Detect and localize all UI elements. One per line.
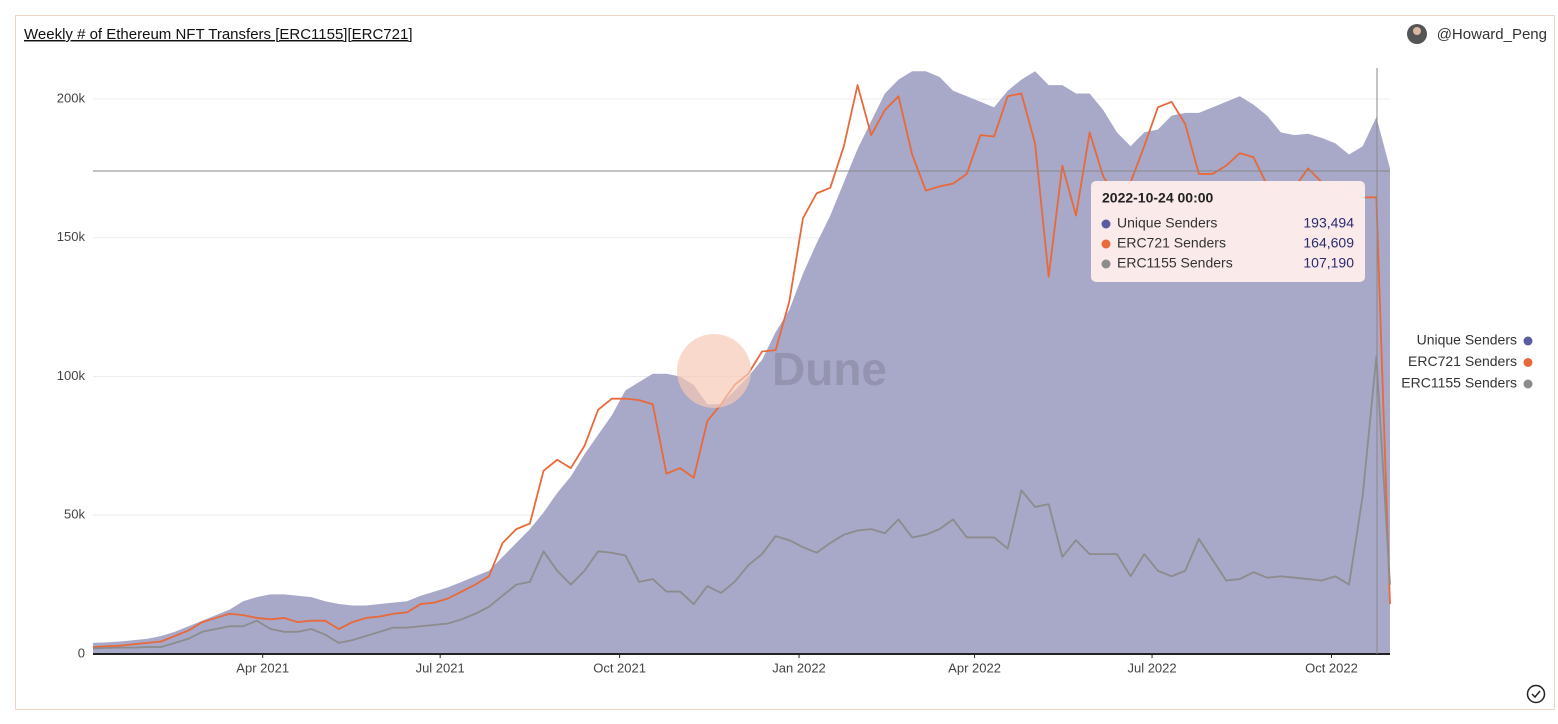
x-tick-label: Jan 2022: [772, 660, 826, 675]
x-tick-label: Apr 2022: [948, 660, 1001, 675]
legend-dot: [1523, 379, 1533, 389]
tooltip-value: 164,609: [1303, 235, 1354, 251]
legend-dot: [1523, 336, 1533, 346]
y-tick-label: 100k: [57, 368, 86, 383]
tooltip-box: [1091, 181, 1365, 282]
x-tick-label: Jul 2021: [416, 660, 465, 675]
legend-label: ERC1155 Senders: [1401, 375, 1517, 391]
y-tick-label: 0: [78, 645, 85, 660]
legend-label: Unique Senders: [1417, 332, 1517, 348]
x-tick-label: Apr 2021: [236, 660, 289, 675]
tooltip-value: 107,190: [1303, 255, 1354, 271]
tooltip-name: ERC1155 Senders: [1117, 255, 1233, 271]
area: [93, 71, 1390, 655]
x-tick-label: Oct 2021: [593, 660, 646, 675]
tooltip-date: 2022-10-24 00:00: [1102, 190, 1214, 206]
avatar-face: [1413, 27, 1421, 35]
watermark: Dune: [772, 343, 887, 395]
tooltip-dot: [1101, 239, 1111, 249]
tooltip-dot: [1101, 219, 1111, 229]
legend-dot: [1523, 358, 1533, 367]
tooltip-value: 193,494: [1303, 215, 1354, 231]
x-tick-label: Oct 2022: [1305, 660, 1358, 675]
tooltip-name: ERC721 Senders: [1117, 235, 1226, 251]
legend: Unique Senders ERC721 Senders ERC1155 Send…: [1401, 332, 1533, 391]
check-icon: [1526, 684, 1546, 704]
watermark-logo: [677, 334, 751, 408]
line: [92, 355, 1391, 650]
chart-title: Weekly # of Ethereum NFT Transfers [ERC1…: [24, 26, 413, 43]
tooltip-dot: [1101, 259, 1111, 269]
y-tick-label: 200k: [57, 90, 86, 105]
x-tick-label: Jul 2022: [1127, 660, 1176, 675]
y-tick-label: 50k: [64, 507, 85, 522]
legend-label: ERC721 Senders: [1408, 353, 1517, 369]
tooltip: 2022-10-24 00:00 Unique Senders 193,494 ER…: [1091, 181, 1365, 282]
tooltip-name: Unique Senders: [1117, 215, 1217, 231]
y-tick-label: 150k: [57, 229, 86, 244]
author: @Howard_Peng: [1437, 26, 1547, 43]
